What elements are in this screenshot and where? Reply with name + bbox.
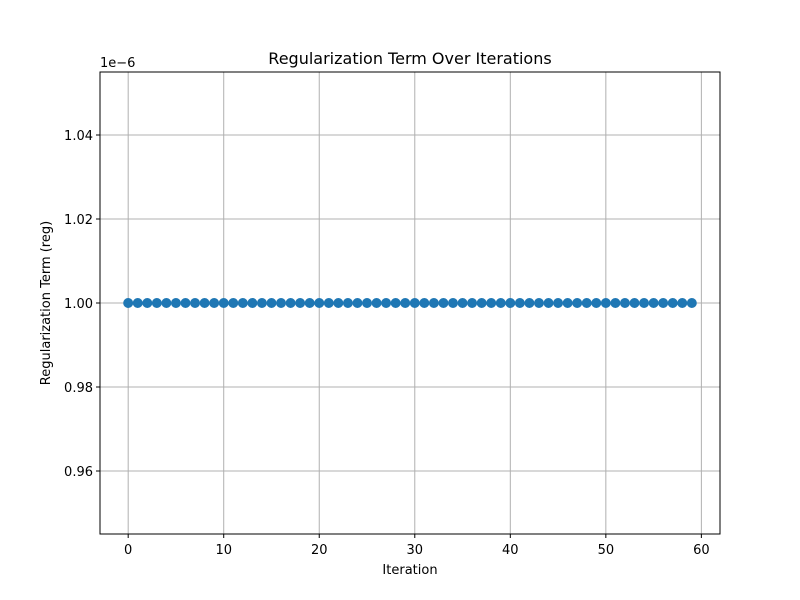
data-point [209,298,220,308]
data-point [180,298,191,308]
data-point [199,298,210,308]
data-point [438,298,449,308]
data-point [486,298,497,308]
y-axis-ticks: 0.96 0.98 1.00 1.02 1.04 [64,129,100,480]
data-point [619,298,630,308]
data-point [658,298,669,308]
x-tick-label: 50 [598,543,615,558]
data-point [390,298,401,308]
data-point [467,298,478,308]
x-tick-label: 40 [502,543,519,558]
data-point [667,298,678,308]
x-axis-label: Iteration [382,563,437,578]
chart-title: Regularization Term Over Iterations [268,49,551,68]
data-point [371,298,382,308]
data-point [237,298,248,308]
data-point [352,298,363,308]
data-point [419,298,430,308]
data-point [285,298,296,308]
data-point [161,298,172,308]
data-point [266,298,277,308]
data-point [476,298,487,308]
data-point [190,298,201,308]
data-point [457,298,468,308]
x-tick-label: 0 [124,543,132,558]
data-point [677,298,688,308]
data-point [123,298,134,308]
data-point [247,298,258,308]
data-point [553,298,564,308]
data-point [514,298,525,308]
y-tick-label: 0.96 [64,465,93,480]
data-point [572,298,583,308]
data-points [123,298,697,308]
data-point [524,298,535,308]
data-point [362,298,373,308]
data-point [295,298,306,308]
data-point [314,298,325,308]
data-point [142,298,153,308]
data-point [428,298,439,308]
data-point [132,298,143,308]
y-tick-label: 1.04 [64,129,93,144]
data-point [581,298,592,308]
x-tick-label: 20 [311,543,328,558]
data-point [686,298,697,308]
data-point [648,298,659,308]
y-axis-offset-text: 1e−6 [100,56,135,71]
data-point [304,298,315,308]
data-point [400,298,411,308]
x-tick-label: 60 [693,543,710,558]
y-axis-label: Regularization Term (reg) [39,221,54,385]
y-tick-label: 1.02 [64,213,93,228]
data-point [170,298,181,308]
data-point [610,298,621,308]
data-point [639,298,650,308]
data-point [495,298,506,308]
data-point [629,298,640,308]
data-point [562,298,573,308]
y-tick-label: 1.00 [64,297,93,312]
x-tick-label: 30 [407,543,424,558]
x-tick-label: 10 [215,543,232,558]
data-point [505,298,516,308]
data-point [447,298,458,308]
data-point [342,298,353,308]
data-point [333,298,344,308]
data-point [256,298,267,308]
data-point [218,298,229,308]
x-axis-ticks: 0 10 20 30 40 50 60 [124,534,710,558]
data-point [533,298,544,308]
data-point [381,298,392,308]
data-point [600,298,611,308]
data-point [543,298,554,308]
data-point [323,298,334,308]
data-point [228,298,239,308]
y-tick-label: 0.98 [64,381,93,396]
data-point [151,298,162,308]
data-point [276,298,287,308]
data-point [409,298,420,308]
data-point [591,298,602,308]
